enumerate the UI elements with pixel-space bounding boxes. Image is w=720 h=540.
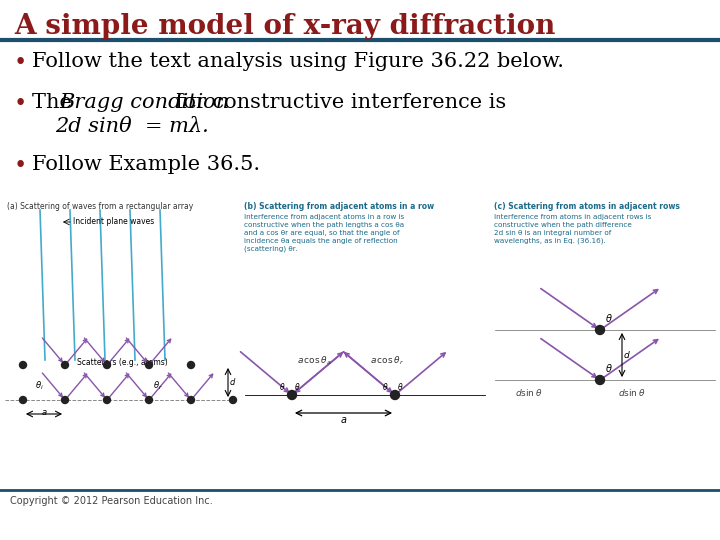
Text: •: •: [14, 52, 27, 74]
Text: Interference from atoms in adjacent rows is
constructive when the path differenc: Interference from atoms in adjacent rows…: [494, 214, 652, 245]
Text: $a\,\cos\theta_r$: $a\,\cos\theta_r$: [370, 354, 404, 367]
Circle shape: [145, 361, 153, 368]
Circle shape: [187, 361, 194, 368]
Text: Copyright © 2012 Pearson Education Inc.: Copyright © 2012 Pearson Education Inc.: [10, 496, 212, 506]
Text: for constructive interference is: for constructive interference is: [169, 93, 506, 112]
Text: $\theta_r$: $\theta_r$: [153, 379, 163, 392]
Text: Interference from adjacent atoms in a row is
constructive when the path lengths : Interference from adjacent atoms in a ro…: [244, 214, 404, 253]
Text: $\theta$: $\theta$: [294, 381, 300, 392]
Text: The: The: [32, 93, 78, 112]
Text: Follow the text analysis using Figure 36.22 below.: Follow the text analysis using Figure 36…: [32, 52, 564, 71]
Circle shape: [595, 375, 605, 384]
Text: 2d sinθ  = mλ.: 2d sinθ = mλ.: [55, 117, 209, 136]
Text: (a) Scattering of waves from a rectangular array: (a) Scattering of waves from a rectangul…: [7, 202, 193, 211]
Text: •: •: [14, 155, 27, 177]
Text: (c) Scattering from atoms in adjacent rows: (c) Scattering from atoms in adjacent ro…: [494, 202, 680, 211]
Text: $a\,\cos\theta_a$: $a\,\cos\theta_a$: [297, 354, 332, 367]
Text: $\theta$: $\theta$: [605, 362, 613, 374]
Text: a: a: [341, 415, 346, 425]
Text: (b) Scattering from adjacent atoms in a row: (b) Scattering from adjacent atoms in a …: [244, 202, 434, 211]
Circle shape: [104, 361, 110, 368]
Text: d: d: [230, 378, 235, 387]
Text: Bragg condition: Bragg condition: [59, 93, 229, 112]
Text: $\theta$: $\theta$: [605, 312, 613, 324]
Circle shape: [145, 396, 153, 403]
Text: Follow Example 36.5.: Follow Example 36.5.: [32, 155, 260, 174]
Circle shape: [595, 326, 605, 334]
Text: $\theta$: $\theta$: [279, 381, 286, 392]
Circle shape: [19, 361, 27, 368]
Circle shape: [61, 396, 68, 403]
Circle shape: [19, 396, 27, 403]
Text: $\theta_i$: $\theta_i$: [35, 379, 44, 392]
Text: $\theta$: $\theta$: [397, 381, 403, 392]
Circle shape: [61, 361, 68, 368]
Circle shape: [390, 390, 400, 400]
Text: a: a: [42, 408, 47, 417]
Text: Scatterers (e.g., atoms): Scatterers (e.g., atoms): [77, 358, 168, 367]
Text: $\theta$: $\theta$: [382, 381, 389, 392]
Text: Incident plane waves: Incident plane waves: [73, 218, 154, 226]
Circle shape: [230, 396, 236, 403]
Text: d: d: [624, 350, 630, 360]
Circle shape: [187, 396, 194, 403]
Circle shape: [104, 396, 110, 403]
Text: •: •: [14, 93, 27, 115]
Text: A simple model of x-ray diffraction: A simple model of x-ray diffraction: [14, 13, 555, 40]
Text: $d\sin\theta$: $d\sin\theta$: [618, 387, 645, 398]
Text: $d\sin\theta$: $d\sin\theta$: [515, 387, 542, 398]
Circle shape: [287, 390, 297, 400]
